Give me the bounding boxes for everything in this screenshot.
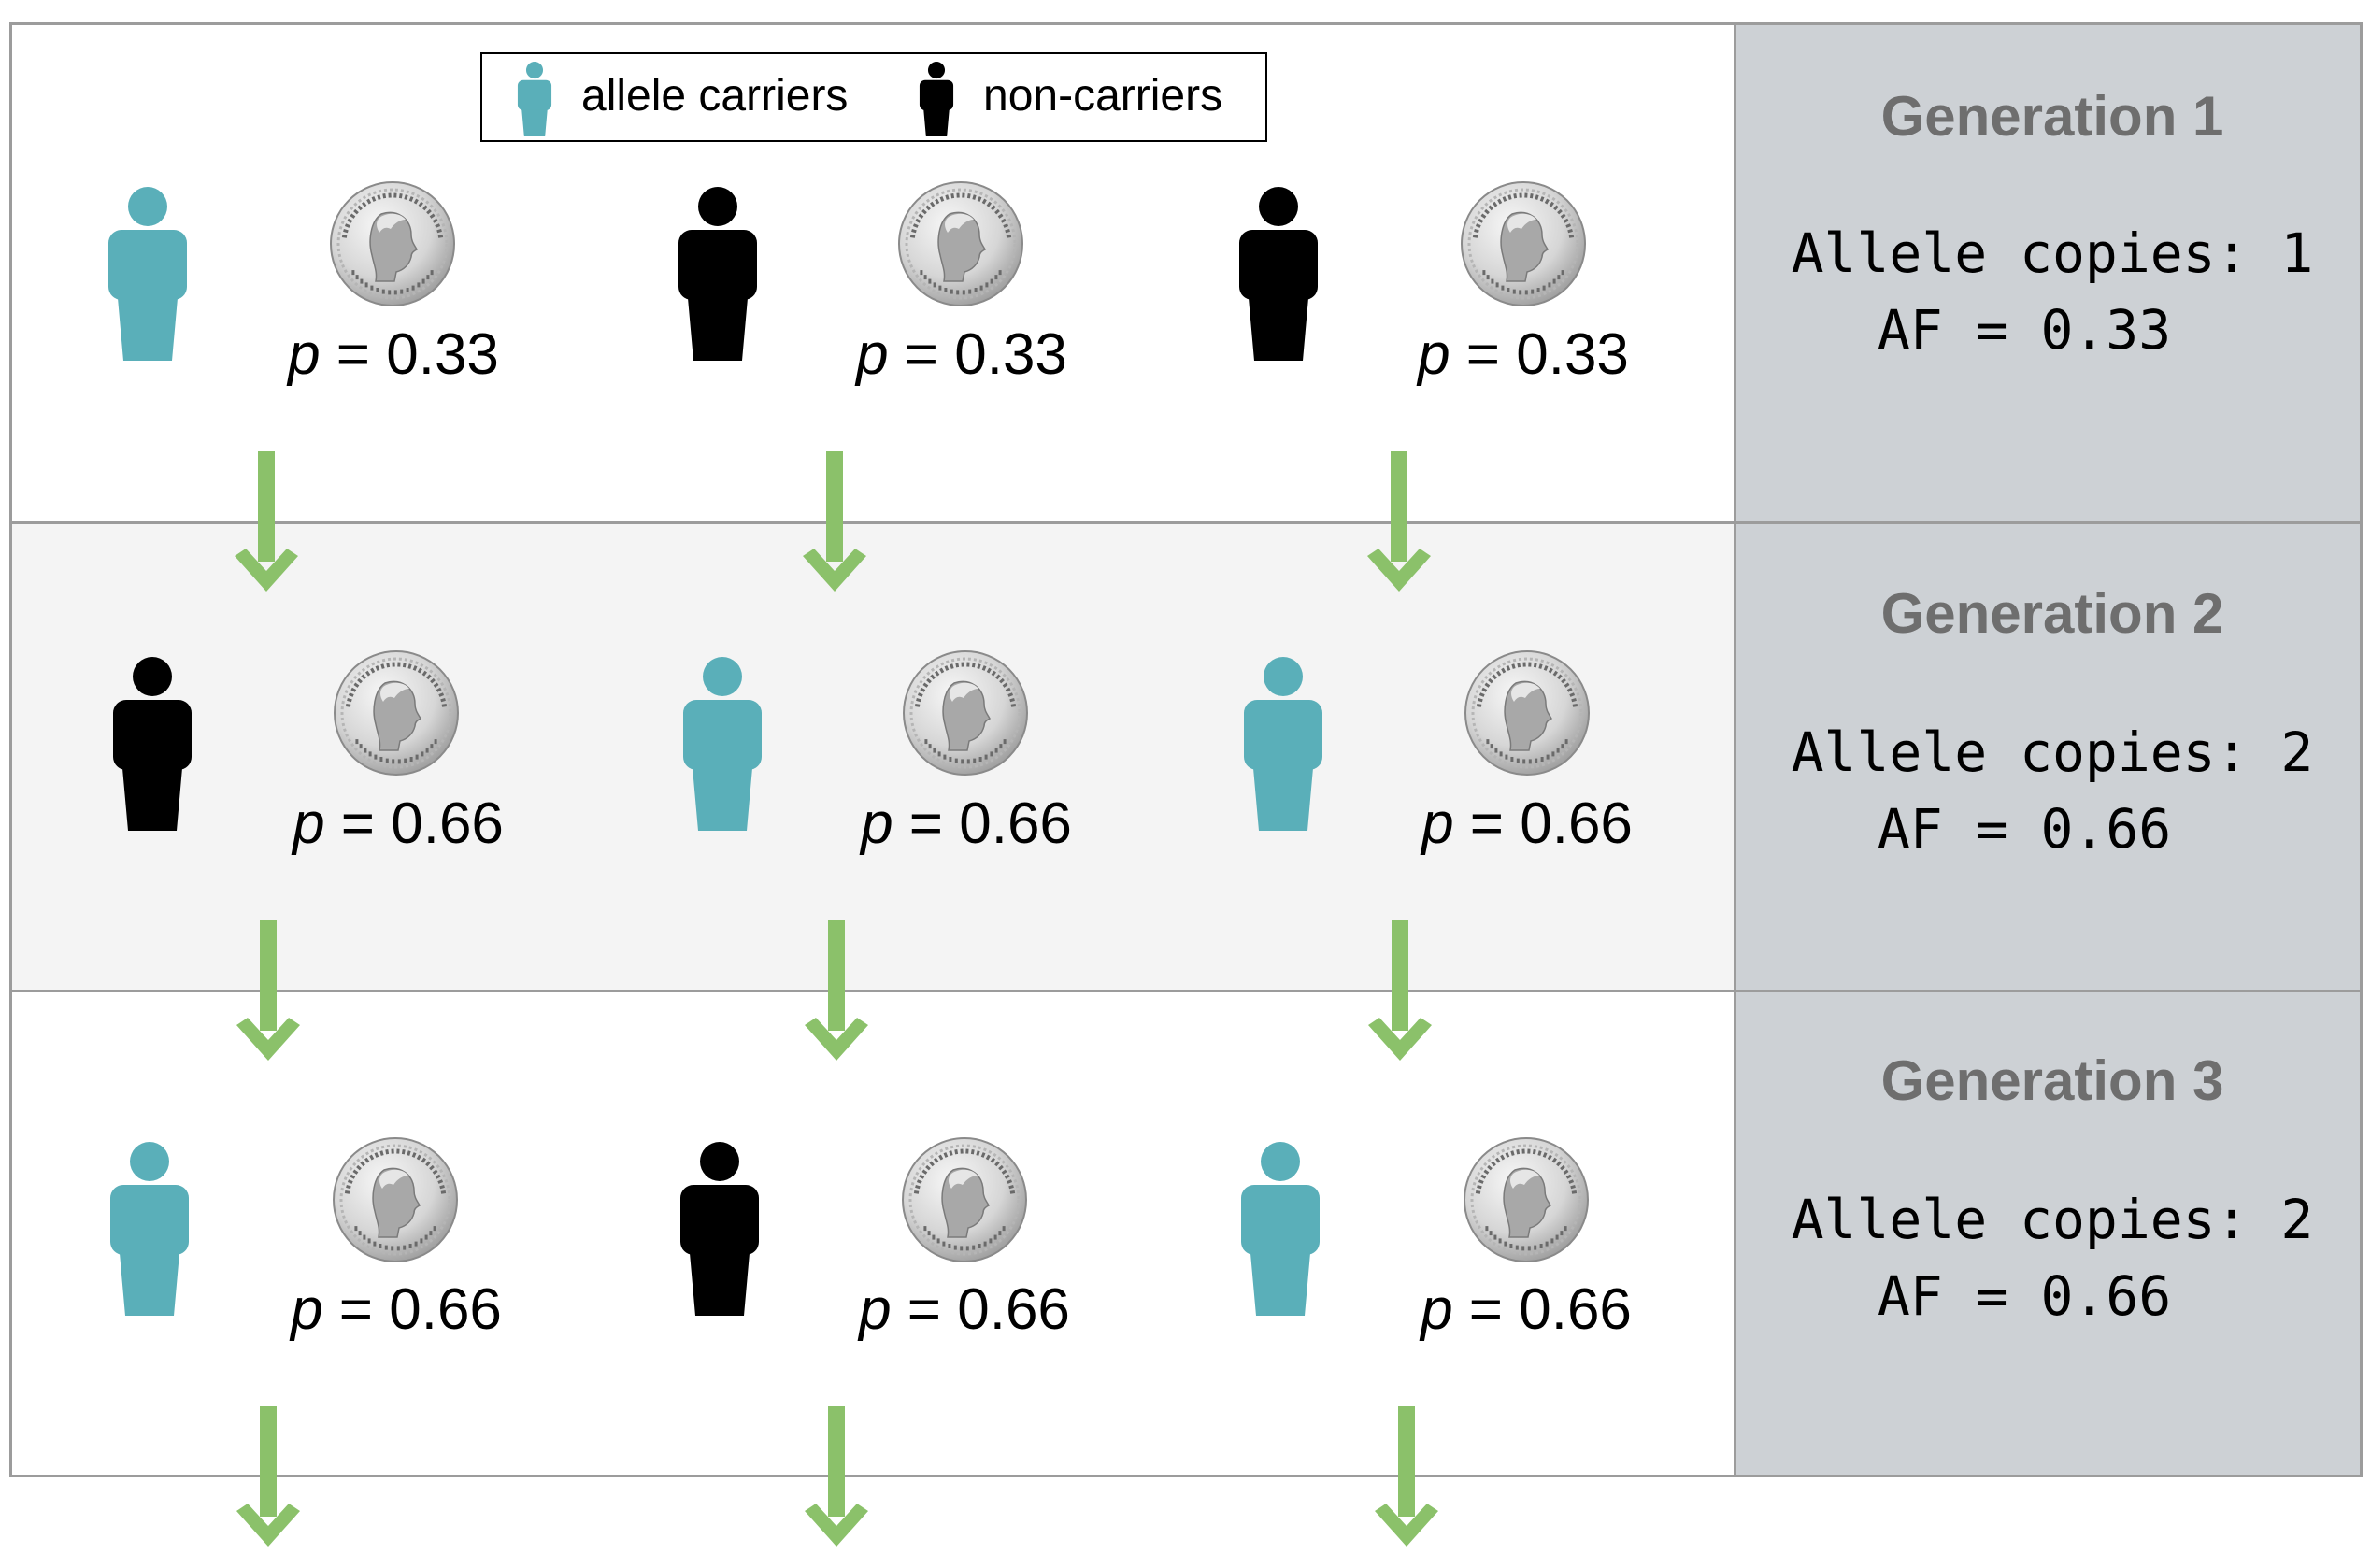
probability-value: = 0.33 (888, 322, 1067, 387)
probability-symbol: p (1421, 1277, 1453, 1342)
probability-label: p = 0.66 (1395, 1276, 1657, 1344)
probability-label: p = 0.33 (831, 321, 1093, 389)
quarter-coin-icon (901, 1136, 1028, 1263)
probability-symbol: p (861, 791, 893, 856)
probability-value: = 0.66 (1453, 791, 1633, 856)
probability-value: = 0.33 (1450, 322, 1629, 387)
generation-2-allele-copies: Allele copies: 2 (1791, 720, 2314, 784)
down-arrow-icon (1362, 451, 1436, 592)
probability-label: p = 0.33 (1393, 321, 1654, 389)
probability-label: p = 0.66 (834, 1276, 1095, 1344)
carrier-person-icon (1244, 657, 1322, 831)
probability-label: p = 0.33 (263, 321, 524, 389)
non-carrier-person-icon (113, 657, 192, 831)
probability-label: p = 0.66 (267, 791, 529, 858)
carrier-person-icon (110, 1142, 189, 1316)
panel-divider-1 (1734, 521, 2363, 524)
probability-label: p = 0.66 (265, 1276, 527, 1344)
probability-value: = 0.66 (893, 791, 1072, 856)
quarter-coin-icon (1464, 649, 1591, 777)
quarter-coin-icon (902, 649, 1029, 777)
down-arrow-icon (231, 1406, 306, 1547)
down-arrow-icon (799, 1406, 874, 1547)
probability-label: p = 0.66 (1396, 791, 1658, 858)
legend-carrier-icon (517, 62, 552, 136)
probability-symbol: p (293, 791, 325, 856)
non-carrier-person-icon (680, 1142, 759, 1316)
generation-1-allele-copies: Allele copies: 1 (1791, 221, 2314, 285)
down-arrow-icon (231, 920, 306, 1061)
legend-carrier-label: allele carriers (581, 71, 849, 121)
generation-1-af: AF = 0.33 (1877, 298, 2172, 362)
probability-value: = 0.66 (324, 791, 504, 856)
probability-symbol: p (1421, 791, 1454, 856)
probability-value: = 0.66 (322, 1277, 502, 1342)
generation-3-title: Generation 3 (1880, 1049, 2224, 1112)
down-arrow-icon (1369, 1406, 1444, 1547)
quarter-coin-icon (333, 649, 460, 777)
generation-summary-panel (1734, 22, 2363, 1477)
non-carrier-person-icon (1239, 187, 1318, 361)
non-carrier-person-icon (678, 187, 757, 361)
probability-label: p = 0.66 (836, 791, 1097, 858)
carrier-person-icon (108, 187, 187, 361)
generation-2-title: Generation 2 (1880, 582, 2224, 645)
generation-2-af: AF = 0.66 (1877, 797, 2172, 861)
quarter-coin-icon (897, 180, 1024, 307)
quarter-coin-icon (1463, 1136, 1590, 1263)
probability-symbol: p (859, 1277, 892, 1342)
quarter-coin-icon (1460, 180, 1587, 307)
probability-symbol: p (1418, 322, 1450, 387)
probability-value: = 0.66 (891, 1277, 1070, 1342)
generation-3-allele-copies: Allele copies: 2 (1791, 1188, 2314, 1251)
generation-3-af: AF = 0.66 (1877, 1264, 2172, 1328)
panel-divider-2 (1734, 990, 2363, 992)
probability-symbol: p (291, 1277, 323, 1342)
legend: allele carriers non-carriers (480, 52, 1267, 142)
down-arrow-icon (797, 451, 872, 592)
probability-value: = 0.33 (320, 322, 499, 387)
quarter-coin-icon (332, 1136, 459, 1263)
down-arrow-icon (799, 920, 874, 1061)
probability-symbol: p (288, 322, 321, 387)
generation-1-title: Generation 1 (1880, 85, 2224, 148)
down-arrow-icon (229, 451, 304, 592)
legend-non-carrier-label: non-carriers (983, 71, 1223, 121)
quarter-coin-icon (329, 180, 456, 307)
probability-value: = 0.66 (1452, 1277, 1632, 1342)
down-arrow-icon (1363, 920, 1437, 1061)
carrier-person-icon (1241, 1142, 1320, 1316)
legend-non-carrier-icon (919, 62, 954, 136)
probability-symbol: p (856, 322, 889, 387)
carrier-person-icon (683, 657, 762, 831)
